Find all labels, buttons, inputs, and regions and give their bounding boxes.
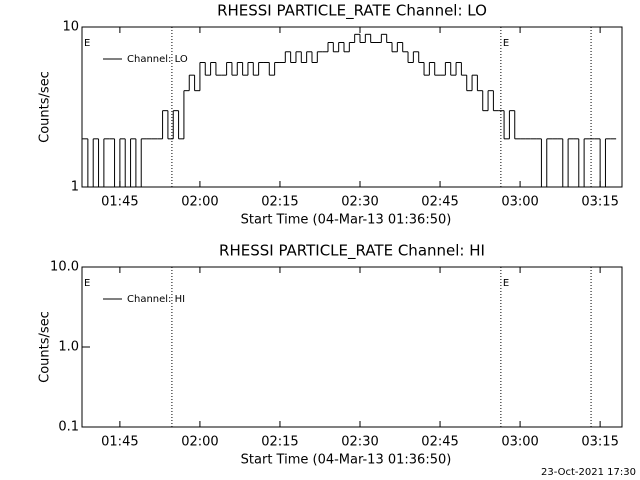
legend-label: Channel: LO — [127, 54, 188, 65]
x-tick-label: 03:15 — [581, 195, 618, 210]
x-tick-label: 02:15 — [261, 435, 298, 450]
plot-frame — [81, 26, 623, 188]
y-tick-label: 1.0 — [58, 340, 79, 355]
x-tick-label: 03:00 — [501, 195, 538, 210]
y-tick-label: 10.0 — [50, 260, 79, 275]
x-tick-label: 02:30 — [341, 435, 378, 450]
annotation: E — [503, 278, 509, 289]
x-tick-label: 01:45 — [101, 435, 138, 450]
x-axis-label: Start Time (04-Mar-13 01:36:50) — [241, 453, 452, 468]
y-axis-label: Counts/sec — [38, 71, 53, 143]
x-tick-label: 01:45 — [101, 195, 138, 210]
chart-title: RHESSI PARTICLE_RATE Channel: LO — [217, 2, 487, 21]
y-tick-label: 0.1 — [58, 420, 79, 435]
chart-title: RHESSI PARTICLE_RATE Channel: HI — [219, 242, 485, 261]
annotation: E — [84, 38, 90, 49]
annotation: E — [503, 38, 509, 49]
annotation: E — [84, 278, 90, 289]
y-tick-label: 1 — [71, 180, 79, 195]
x-axis-label: Start Time (04-Mar-13 01:36:50) — [241, 213, 452, 228]
x-tick-label: 02:45 — [421, 435, 458, 450]
x-tick-label: 02:00 — [181, 195, 218, 210]
legend-label: Channel: HI — [127, 294, 185, 305]
x-tick-label: 03:00 — [501, 435, 538, 450]
footer-date: 23-Oct-2021 17:30 — [541, 467, 636, 478]
x-tick-label: 02:00 — [181, 435, 218, 450]
y-tick-label: 10 — [62, 20, 79, 35]
x-tick-label: 02:15 — [261, 195, 298, 210]
y-axis-label: Counts/sec — [38, 311, 53, 383]
x-tick-label: 03:15 — [581, 435, 618, 450]
x-tick-label: 02:30 — [341, 195, 378, 210]
x-tick-label: 02:45 — [421, 195, 458, 210]
